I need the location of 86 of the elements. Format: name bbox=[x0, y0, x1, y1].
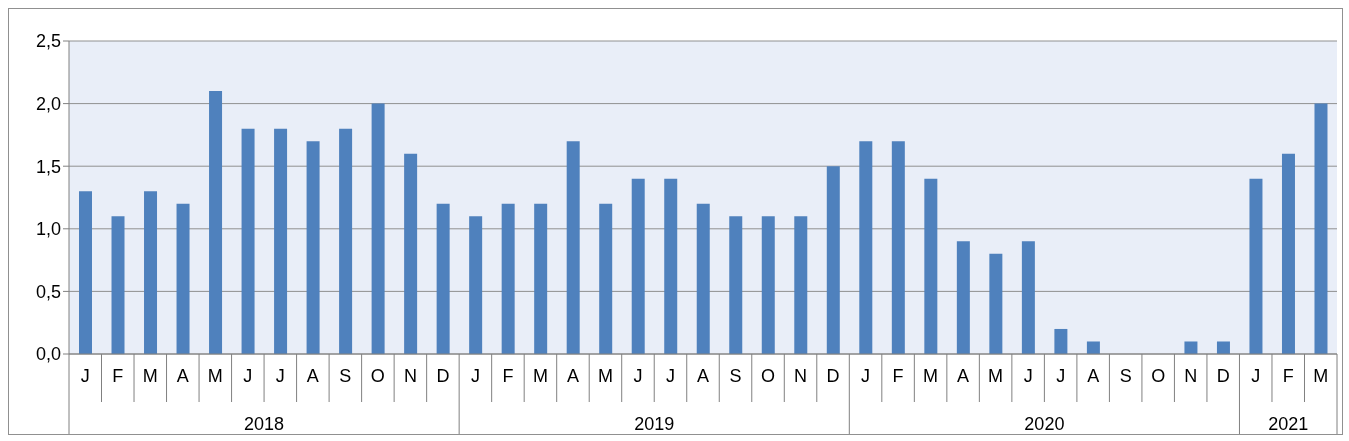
bar bbox=[306, 141, 320, 354]
x-tick-label: M bbox=[597, 366, 613, 386]
x-tick-label: M bbox=[142, 366, 158, 386]
text: 2019 bbox=[634, 414, 675, 434]
bar bbox=[176, 203, 190, 354]
x-tick-label: N bbox=[794, 366, 808, 386]
bar bbox=[891, 141, 905, 354]
x-tick-label: S bbox=[1119, 366, 1132, 386]
bar bbox=[956, 241, 970, 354]
bar bbox=[859, 141, 873, 354]
bar bbox=[989, 253, 1003, 354]
x-tick-label: J bbox=[470, 366, 480, 386]
bar bbox=[144, 191, 158, 354]
bar bbox=[1021, 241, 1035, 354]
y-tick-label: 0,5 bbox=[35, 281, 61, 302]
x-tick-label: F bbox=[892, 366, 904, 386]
text: 2021 bbox=[1268, 414, 1309, 434]
x-tick-label: N bbox=[1184, 366, 1198, 386]
x-tick-label: J bbox=[1023, 366, 1033, 386]
y-tick-label: 1,5 bbox=[35, 156, 61, 177]
x-tick-label: N bbox=[403, 366, 417, 386]
x-tick-label: J bbox=[1056, 366, 1066, 386]
x-tick-label: F bbox=[502, 366, 514, 386]
x-tick-label: D bbox=[826, 366, 840, 386]
text: 2018 bbox=[244, 414, 285, 434]
bar bbox=[664, 178, 678, 354]
x-tick-label: O bbox=[1151, 366, 1166, 386]
x-tick-label: M bbox=[207, 366, 223, 386]
x-tick-label: A bbox=[306, 366, 319, 386]
bar bbox=[1314, 103, 1328, 354]
x-tick-label: M bbox=[1313, 366, 1329, 386]
x-tick-label: A bbox=[957, 366, 970, 386]
text: 2020 bbox=[1024, 414, 1065, 434]
bar bbox=[436, 203, 450, 354]
bar bbox=[79, 191, 92, 354]
x-tick-label: J bbox=[80, 366, 90, 386]
x-tick-label: A bbox=[176, 366, 189, 386]
bar bbox=[599, 203, 613, 354]
x-tick-label: A bbox=[1087, 366, 1100, 386]
bar bbox=[1054, 328, 1068, 354]
x-tick-label: M bbox=[532, 366, 548, 386]
bar bbox=[566, 141, 580, 354]
x-tick-label: A bbox=[696, 366, 710, 386]
bar bbox=[924, 178, 938, 354]
x-tick-label: M bbox=[988, 366, 1004, 386]
x-tick-label: J bbox=[665, 366, 675, 386]
x-tick-label: S bbox=[729, 366, 742, 386]
x-tick-label: J bbox=[1251, 366, 1261, 386]
x-tick-label: J bbox=[275, 366, 285, 386]
y-tick-label: 1,0 bbox=[35, 219, 61, 240]
x-tick-label: J bbox=[861, 366, 871, 386]
bar bbox=[761, 216, 775, 354]
bar bbox=[1249, 178, 1263, 354]
bar bbox=[209, 91, 223, 354]
bar bbox=[404, 153, 418, 354]
y-tick-label: 2,0 bbox=[35, 93, 61, 114]
x-tick-label: J bbox=[633, 366, 643, 386]
bar bbox=[371, 103, 385, 354]
bar bbox=[631, 178, 645, 354]
bar bbox=[794, 216, 808, 354]
bar bbox=[111, 216, 125, 354]
y-tick-label: 0,0 bbox=[35, 344, 61, 365]
x-tick-label: D bbox=[1216, 366, 1230, 386]
x-tick-label: F bbox=[112, 366, 124, 386]
x-tick-label: M bbox=[923, 366, 939, 386]
bar bbox=[1086, 341, 1100, 354]
bar bbox=[696, 203, 710, 354]
bar bbox=[274, 128, 288, 354]
bar bbox=[1281, 153, 1295, 354]
x-tick-label: S bbox=[339, 366, 352, 386]
bar bbox=[534, 203, 548, 354]
bar bbox=[1184, 341, 1198, 354]
bar bbox=[469, 216, 483, 354]
x-tick-label: O bbox=[370, 366, 385, 386]
y-tick-label: 2,5 bbox=[35, 31, 61, 52]
bar bbox=[1216, 341, 1230, 354]
x-tick-label: A bbox=[566, 366, 579, 386]
x-tick-label: O bbox=[761, 366, 776, 386]
bar bbox=[729, 216, 743, 354]
x-tick-label: J bbox=[243, 366, 253, 386]
x-tick-label: D bbox=[436, 366, 450, 386]
bar bbox=[241, 128, 255, 354]
bar bbox=[339, 128, 353, 354]
bar bbox=[501, 203, 515, 354]
x-tick-label: F bbox=[1282, 366, 1294, 386]
bar bbox=[826, 166, 840, 354]
